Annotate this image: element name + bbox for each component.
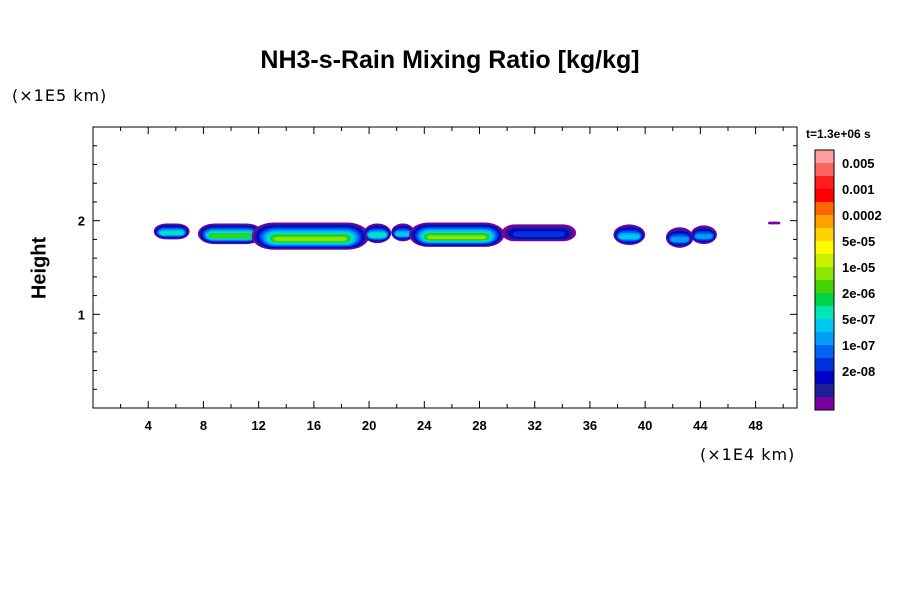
cloud-contour <box>395 232 411 237</box>
x-tick-label: 40 <box>638 418 652 433</box>
colorbar-swatch <box>815 254 834 268</box>
colorbar-label: 0.001 <box>842 182 875 197</box>
x-tick-label: 36 <box>583 418 597 433</box>
colorbar-swatch <box>815 280 834 294</box>
cloud-contour <box>427 235 486 240</box>
cloud-contour <box>670 236 689 242</box>
colorbar-label: 0.0002 <box>842 208 882 223</box>
cloud-contour <box>274 237 347 241</box>
colorbar-swatch <box>815 371 834 385</box>
cloud-contour <box>512 231 566 238</box>
colorbar-swatch <box>815 215 834 229</box>
cloud-band <box>665 227 694 248</box>
x-tick-label: 44 <box>693 418 708 433</box>
colorbar-frame <box>814 149 835 411</box>
x-tick-label: 8 <box>200 418 207 433</box>
colorbar-label: 1e-05 <box>842 260 875 275</box>
colorbar-swatch <box>815 267 834 281</box>
colorbar-label: 2e-06 <box>842 286 875 301</box>
cloud-contour <box>368 233 387 238</box>
colorbar-swatch <box>815 293 834 307</box>
plot-frame <box>92 126 798 409</box>
y-axis: 12 <box>78 145 797 390</box>
y-tick-label: 2 <box>78 214 85 229</box>
colorbar-swatch <box>815 306 834 320</box>
colorbar-label: 1e-07 <box>842 338 875 353</box>
x-tick-label: 4 <box>145 418 153 433</box>
colorbar-swatch <box>815 176 834 190</box>
cloud-contour <box>619 234 640 239</box>
colorbar-swatch <box>815 150 834 164</box>
cloud-band <box>501 224 577 242</box>
colorbar-swatch <box>815 189 834 203</box>
colorbar-swatch <box>815 228 834 242</box>
colorbar-label: 5e-07 <box>842 312 875 327</box>
x-tick-label: 28 <box>472 418 486 433</box>
colorbar-swatch <box>815 163 834 177</box>
cloud-contour <box>160 231 184 235</box>
colorbar-label: 0.005 <box>842 156 875 171</box>
colorbar-label: 5e-05 <box>842 234 875 249</box>
cloud-contour <box>210 234 251 238</box>
colorbar-swatch <box>815 319 834 333</box>
cloud-contour <box>768 221 781 225</box>
x-tick-label: 24 <box>417 418 432 433</box>
x-unit-label: (×1E4 km) <box>700 445 796 464</box>
colorbar-swatch <box>815 397 834 411</box>
colorbar-swatch <box>815 384 834 398</box>
y-tick-label: 1 <box>78 307 85 322</box>
cloud-band <box>251 222 370 250</box>
colorbar-swatch <box>815 345 834 359</box>
x-tick-label: 16 <box>307 418 321 433</box>
cloud-band <box>613 224 646 246</box>
colorbar-swatch <box>815 332 834 346</box>
cloud-band <box>153 223 190 240</box>
cloud-band <box>409 222 505 247</box>
time-label: t=1.3e+06 s <box>806 127 871 141</box>
cloud-band <box>768 221 781 225</box>
x-tick-label: 12 <box>251 418 265 433</box>
cloud-band <box>363 223 392 244</box>
chart-title: NH3-s-Rain Mixing Ratio [kg/kg] <box>260 46 640 74</box>
x-tick-label: 32 <box>527 418 541 433</box>
y-unit-label: (×1E5 km) <box>12 86 108 105</box>
colorbar: 0.005 0.001 0.0002 5e-05 1e-05 2e-06 5e-07 1e-0… <box>814 149 882 411</box>
x-tick-label: 20 <box>362 418 376 433</box>
cloud-band <box>197 223 263 245</box>
colorbar-label: 2e-08 <box>842 364 875 379</box>
x-tick-label: 48 <box>748 418 762 433</box>
cloud-field <box>153 221 781 250</box>
colorbar-swatch <box>815 241 834 255</box>
colorbar-swatch <box>815 358 834 372</box>
cloud-contour <box>695 234 713 239</box>
cloud-band <box>690 225 717 245</box>
x-axis: 4 8 12 16 20 24 28 32 36 40 44 48 <box>120 127 784 433</box>
cloud-band <box>391 223 415 242</box>
colorbar-swatch <box>815 202 834 216</box>
